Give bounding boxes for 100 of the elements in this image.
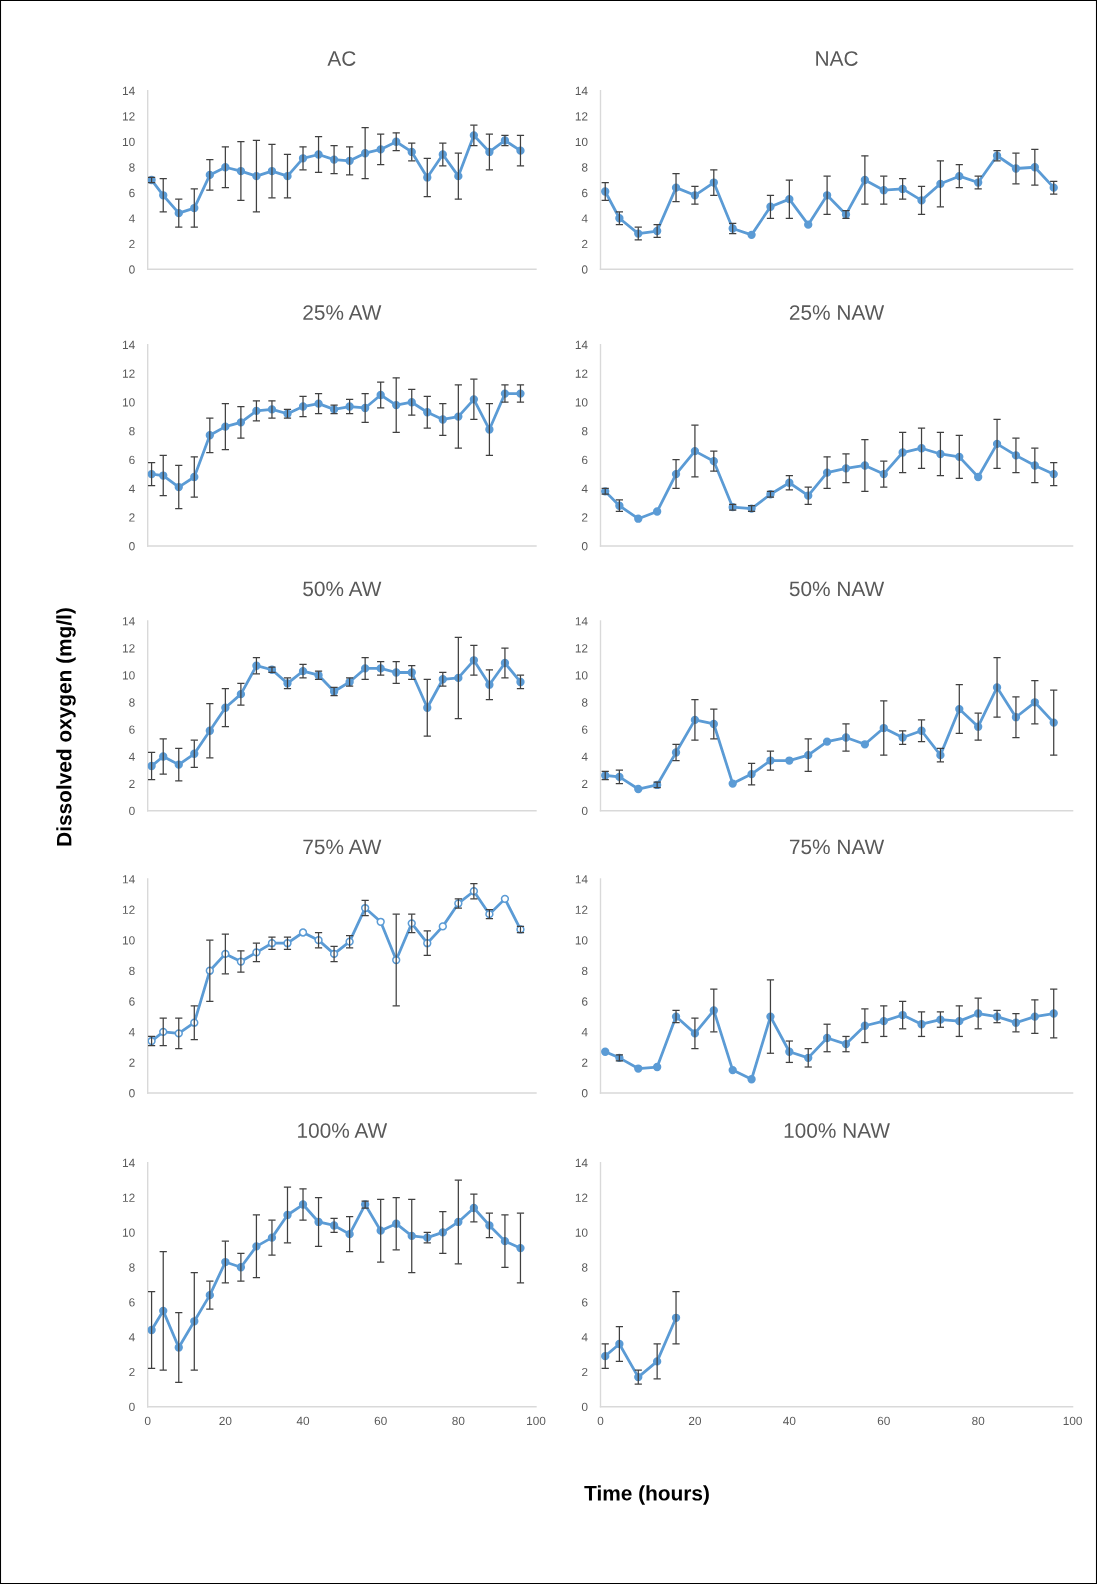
y-tick-label: 2 <box>582 239 588 249</box>
y-tick-label: 2 <box>582 779 588 788</box>
y-tick-label: 4 <box>581 1028 588 1037</box>
y-tick-label: 12 <box>575 1193 588 1202</box>
y-tick-label: 8 <box>129 698 135 707</box>
y-tick-label: 12 <box>575 112 588 121</box>
y-tick-label: 4 <box>128 752 135 761</box>
y-tick-label: 4 <box>128 214 135 223</box>
y-tick-label: 10 <box>575 398 588 407</box>
x-tick-label: 20 <box>688 1416 702 1426</box>
y-tick-label: 10 <box>122 671 135 680</box>
y-tick-label: 0 <box>581 1402 588 1412</box>
y-tick-label: 8 <box>581 427 588 436</box>
x-tick-label: 40 <box>296 1416 310 1426</box>
y-tick-label: 4 <box>128 484 135 493</box>
y-tick-label: 4 <box>581 484 588 493</box>
y-tick-label: 12 <box>575 644 588 653</box>
y-tick-label: 0 <box>129 1402 135 1412</box>
y-tick-label: 8 <box>581 698 588 707</box>
y-tick-label: 0 <box>129 1089 135 1098</box>
y-tick-label: 10 <box>575 936 588 945</box>
y-tick-label: 14 <box>575 1158 588 1167</box>
y-tick-label: 12 <box>575 369 588 378</box>
y-tick-label: 6 <box>129 725 135 734</box>
y-tick-label: 2 <box>129 513 135 522</box>
x-tick-label: 20 <box>219 1416 232 1426</box>
y-tick-label: 10 <box>122 1228 135 1237</box>
y-tick-label: 8 <box>129 966 135 976</box>
x-tick-label: 0 <box>597 1416 604 1426</box>
y-tick-label: 4 <box>581 752 588 761</box>
y-tick-label: 4 <box>128 1333 135 1342</box>
y-tick-label: 2 <box>582 1367 588 1377</box>
y-tick-label: 12 <box>122 1193 135 1202</box>
y-tick-label: 14 <box>575 86 588 95</box>
y-tick-label: 8 <box>129 163 135 172</box>
chart-title: 75% AW <box>303 839 382 855</box>
y-tick-label: 14 <box>575 617 588 626</box>
y-tick-label: 12 <box>122 369 135 378</box>
chart-title: 75% NAW <box>789 839 885 855</box>
y-tick-label: 14 <box>575 875 588 884</box>
y-tick-label: 14 <box>122 617 135 626</box>
y-tick-label: 2 <box>129 779 135 788</box>
y-tick-label: 10 <box>575 671 588 680</box>
y-tick-label: 2 <box>582 513 588 522</box>
y-axis-title: Dissolved oxygen (mg/l) <box>56 608 76 846</box>
y-tick-label: 0 <box>129 806 135 816</box>
chart-title: 100% AW <box>298 1123 388 1138</box>
y-tick-label: 14 <box>122 1158 135 1167</box>
y-tick-label: 0 <box>581 1089 588 1098</box>
y-tick-label: 12 <box>122 905 135 914</box>
y-tick-label: 10 <box>122 137 135 147</box>
y-tick-label: 6 <box>582 1298 588 1307</box>
y-tick-label: 6 <box>582 188 588 198</box>
y-tick-label: 2 <box>129 1058 135 1067</box>
x-axis-title: Time (hours) <box>584 1485 709 1505</box>
y-tick-label: 8 <box>581 163 588 172</box>
chart-title: 50% AW <box>303 581 382 597</box>
y-tick-label: 6 <box>129 997 135 1006</box>
y-tick-label: 8 <box>581 1263 588 1272</box>
y-tick-label: 10 <box>122 398 135 407</box>
y-tick-label: 12 <box>122 112 135 121</box>
x-tick-label: 60 <box>877 1416 890 1426</box>
y-tick-label: 2 <box>129 1367 135 1377</box>
x-tick-label: 60 <box>374 1416 387 1426</box>
y-tick-label: 14 <box>575 340 588 349</box>
y-tick-label: 14 <box>122 86 135 95</box>
y-tick-label: 6 <box>582 725 588 734</box>
y-tick-label: 10 <box>575 137 588 147</box>
y-tick-label: 4 <box>128 1028 135 1037</box>
y-tick-label: 6 <box>129 1298 135 1307</box>
x-tick-label: 40 <box>783 1416 796 1426</box>
y-tick-label: 2 <box>582 1058 588 1067</box>
y-tick-label: 4 <box>581 1333 588 1342</box>
y-tick-label: 14 <box>122 340 135 349</box>
y-tick-label: 4 <box>581 214 588 223</box>
x-tick-label: 0 <box>144 1416 151 1426</box>
y-tick-label: 10 <box>575 1228 588 1237</box>
y-tick-label: 6 <box>582 997 588 1006</box>
y-tick-label: 8 <box>129 427 135 436</box>
y-tick-label: 0 <box>581 806 588 816</box>
x-tick-label: 80 <box>972 1416 985 1426</box>
y-tick-label: 12 <box>122 644 135 653</box>
y-tick-label: 10 <box>122 936 135 945</box>
y-tick-label: 2 <box>129 239 135 249</box>
x-tick-label: 80 <box>452 1416 465 1426</box>
y-tick-label: 8 <box>129 1263 135 1272</box>
y-tick-label: 0 <box>581 265 588 274</box>
chart-title: 100% NAW <box>784 1123 890 1138</box>
x-tick-label: 100 <box>527 1416 546 1426</box>
y-tick-label: 12 <box>575 905 588 914</box>
chart-title: AC <box>327 51 356 66</box>
chart-title: NAC <box>816 51 858 66</box>
y-tick-label: 6 <box>129 455 135 465</box>
y-tick-label: 8 <box>581 966 588 976</box>
chart-title: 50% NAW <box>789 581 885 597</box>
y-tick-label: 6 <box>582 455 588 465</box>
chart-title: 25% NAW <box>789 305 885 320</box>
y-tick-label: 14 <box>122 875 135 884</box>
y-tick-label: 0 <box>581 542 588 551</box>
y-tick-label: 0 <box>129 542 135 551</box>
